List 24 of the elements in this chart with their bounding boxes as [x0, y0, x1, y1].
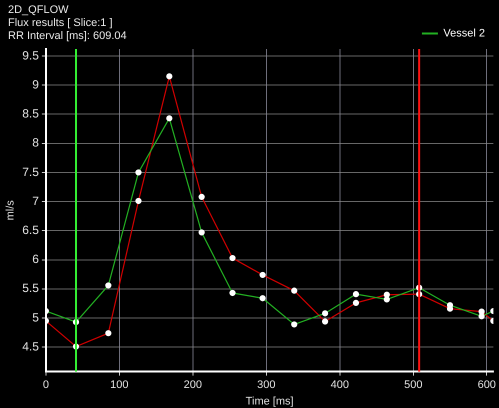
x-tick-label: 600: [478, 379, 496, 392]
y-tick-label: 5: [32, 310, 40, 324]
chart-subtitle: Flux results [ Slice:1 ]: [8, 17, 114, 30]
y-tick-label: 7: [32, 194, 40, 208]
x-tick-label: 300: [257, 379, 276, 392]
y-tick-label: 6.5: [22, 222, 40, 237]
y-tick-label: 9.5: [22, 48, 40, 62]
y-tick-label: 8.5: [22, 106, 40, 121]
text: RR Interval [ms]: 609.04: [8, 30, 127, 43]
x-tick-label: 0: [42, 379, 49, 392]
x-axis-title: Time [ms]: [246, 395, 294, 408]
y-tick-label: 7.5: [22, 164, 40, 179]
y-tick-label: 9: [32, 77, 40, 92]
y-axis-title: ml/s: [4, 200, 17, 220]
y-tick-label: 4.5: [22, 339, 40, 354]
x-tick-label: 400: [330, 379, 349, 392]
x-tick-label: 100: [110, 379, 129, 392]
y-tick-label: 5.5: [22, 281, 40, 296]
legend-label: Vessel 2: [443, 28, 486, 40]
x-tick-label: 200: [184, 379, 202, 392]
chart-title: 2D_QFLOW: [8, 4, 70, 17]
y-tick-label: 6: [32, 252, 40, 266]
y-tick-label: 8: [32, 136, 40, 150]
x-tick-label: 500: [404, 379, 422, 392]
